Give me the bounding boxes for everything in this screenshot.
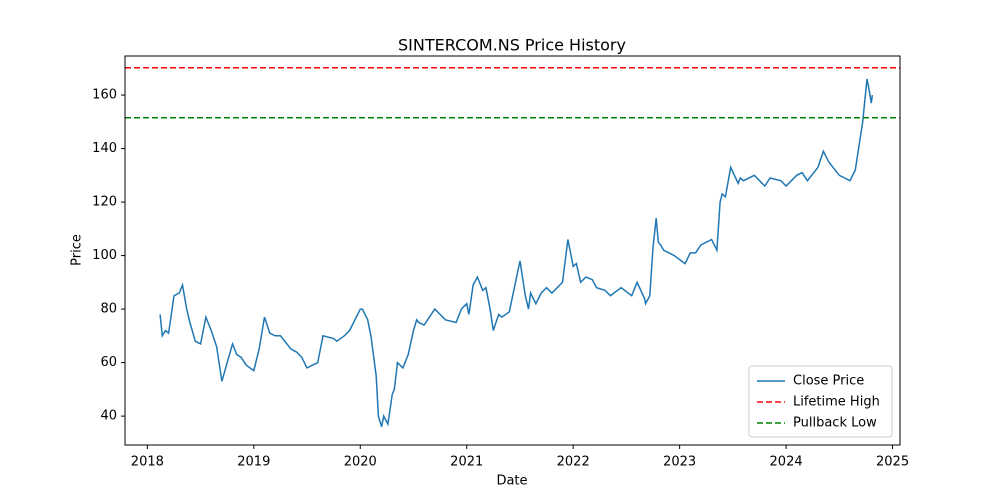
x-tick-label: 2020 <box>344 455 377 470</box>
x-tick-label: 2021 <box>450 455 483 470</box>
x-tick-label: 2018 <box>131 455 164 470</box>
legend-box <box>748 365 893 438</box>
legend-label: Lifetime High <box>793 395 880 410</box>
y-tick-label: 140 <box>92 141 117 156</box>
y-tick-label: 60 <box>100 355 117 370</box>
legend-label: Close Price <box>793 374 864 389</box>
y-tick-label: 100 <box>92 248 117 263</box>
x-tick-label: 2019 <box>237 455 270 470</box>
x-tick-label: 2022 <box>557 455 590 470</box>
y-axis-label: Price <box>70 234 85 266</box>
chart-title: SINTERCOM.NS Price History <box>398 36 626 55</box>
y-tick-label: 160 <box>92 88 117 103</box>
x-tick-label: 2025 <box>876 455 909 470</box>
legend-label: Pullback Low <box>793 416 877 431</box>
price-line <box>159 78 874 428</box>
x-tick-label: 2024 <box>770 455 803 470</box>
x-axis-label: Date <box>496 474 527 489</box>
plot-frame <box>124 55 901 446</box>
y-tick-label: 80 <box>100 302 117 317</box>
y-tick-label: 40 <box>100 409 117 424</box>
y-tick-label: 120 <box>92 195 117 210</box>
x-tick-label: 2023 <box>663 455 696 470</box>
